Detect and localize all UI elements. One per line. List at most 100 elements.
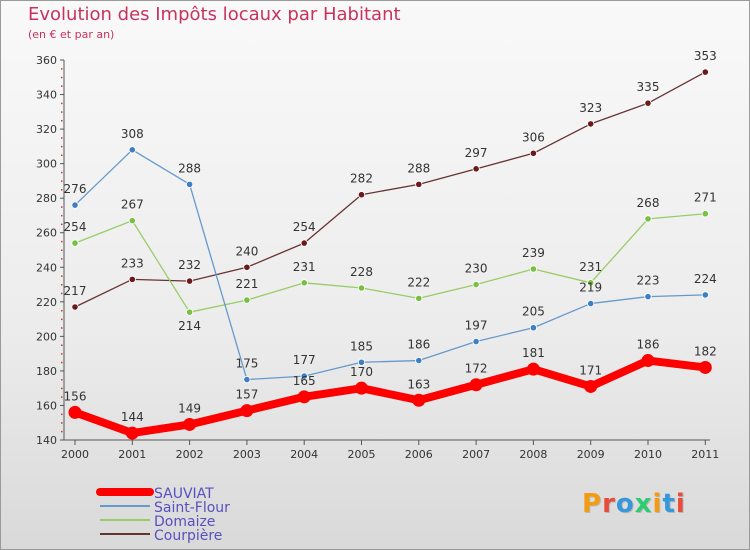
series-line-domaize — [74, 213, 706, 313]
x-tick-label: 2000 — [61, 448, 89, 461]
data-point — [357, 191, 366, 199]
data-point — [587, 299, 595, 308]
x-tick-label: 2006 — [405, 448, 433, 461]
data-label: 231 — [579, 260, 602, 274]
y-tick-label: 220 — [36, 296, 57, 309]
y-minor-tick — [61, 284, 63, 286]
y-tick-label: 280 — [36, 192, 57, 205]
data-point — [183, 417, 197, 431]
data-label: 232 — [178, 258, 201, 272]
data-point — [357, 358, 366, 366]
y-tick-label: 180 — [36, 365, 57, 378]
chart-subtitle: (en € et par an) — [28, 28, 115, 41]
data-point — [71, 201, 79, 209]
data-point — [243, 263, 251, 271]
y-tick-label: 340 — [36, 89, 57, 102]
x-tick-label: 2001 — [118, 448, 146, 461]
data-label: 171 — [579, 363, 602, 377]
y-minor-tick — [61, 309, 63, 312]
data-point — [644, 99, 652, 107]
x-tick-label: 2010 — [634, 448, 662, 461]
x-tick-label: 2004 — [290, 448, 318, 461]
y-minor-tick — [61, 214, 63, 217]
data-label: 282 — [350, 172, 373, 186]
data-label: 185 — [350, 339, 373, 353]
y-tick-label: 260 — [36, 227, 57, 240]
y-minor-tick — [61, 318, 63, 321]
y-minor-tick — [61, 68, 63, 70]
data-label: 323 — [579, 101, 602, 115]
data-label: 144 — [121, 410, 144, 424]
data-point — [297, 390, 311, 404]
data-label: 149 — [178, 401, 201, 415]
x-tick-label: 2007 — [462, 448, 490, 461]
y-minor-tick — [61, 85, 63, 87]
data-label: 231 — [293, 260, 316, 274]
data-label: 335 — [637, 80, 660, 94]
data-label: 254 — [64, 220, 87, 234]
data-point — [472, 280, 480, 289]
y-minor-tick — [61, 387, 63, 390]
data-point — [701, 68, 709, 76]
data-label: 288 — [407, 161, 430, 175]
data-point — [68, 405, 82, 419]
proxiti-logo: Proxiti — [582, 489, 686, 519]
y-minor-tick — [61, 292, 63, 295]
data-point — [243, 375, 251, 384]
data-point — [472, 165, 480, 173]
y-tick-label: 240 — [36, 261, 57, 274]
y-minor-tick — [61, 413, 63, 416]
data-point — [300, 279, 308, 287]
data-point — [415, 356, 423, 365]
data-point — [701, 291, 709, 299]
x-tick-label: 2003 — [233, 448, 261, 461]
data-point — [469, 378, 483, 392]
data-label: 254 — [293, 220, 316, 234]
data-label: 182 — [694, 344, 717, 358]
y-tick-label: 360 — [36, 54, 57, 67]
legend-label: SAUVIAT — [154, 486, 214, 502]
data-label: 170 — [350, 365, 373, 379]
axes: 140 160 180 200 220 240 260 280 300 320 340 360 2000… — [36, 54, 719, 461]
data-label: 268 — [637, 196, 660, 210]
data-label: 224 — [694, 272, 717, 286]
data-label: 175 — [235, 357, 258, 371]
y-minor-tick — [61, 361, 63, 364]
y-minor-tick — [61, 137, 63, 139]
y-tick-label: 200 — [36, 330, 57, 343]
x-tick-label: 2002 — [176, 448, 204, 461]
data-label: 186 — [407, 338, 430, 352]
y-minor-tick — [61, 258, 63, 260]
data-point — [701, 210, 709, 218]
data-point — [300, 239, 308, 247]
data-label: 288 — [178, 161, 201, 175]
y-minor-tick — [61, 206, 63, 208]
data-point — [415, 294, 423, 302]
data-point — [587, 120, 595, 128]
data-label: 233 — [121, 256, 144, 270]
data-point — [71, 303, 79, 311]
y-minor-tick — [61, 327, 63, 329]
data-labels: 156 144 149 157 165 170 163 172 181 171 186 182 276 3… — [64, 49, 717, 424]
data-label: 205 — [522, 305, 545, 319]
data-point — [472, 337, 480, 346]
data-label: 353 — [694, 49, 717, 63]
data-point — [415, 180, 423, 188]
data-label: 271 — [694, 191, 717, 205]
data-label: 228 — [350, 265, 373, 279]
data-point — [128, 275, 136, 283]
y-minor-tick — [61, 189, 63, 191]
y-minor-tick — [61, 422, 63, 424]
y-minor-tick — [61, 353, 63, 355]
data-label: 163 — [407, 377, 430, 391]
y-tick-label: 160 — [36, 399, 57, 412]
data-label: 222 — [407, 275, 430, 289]
y-tick-label: 140 — [36, 434, 57, 447]
data-point — [300, 372, 308, 380]
y-tick-label: 320 — [36, 123, 57, 136]
data-label: 177 — [293, 353, 316, 367]
data-label: 230 — [465, 262, 488, 276]
